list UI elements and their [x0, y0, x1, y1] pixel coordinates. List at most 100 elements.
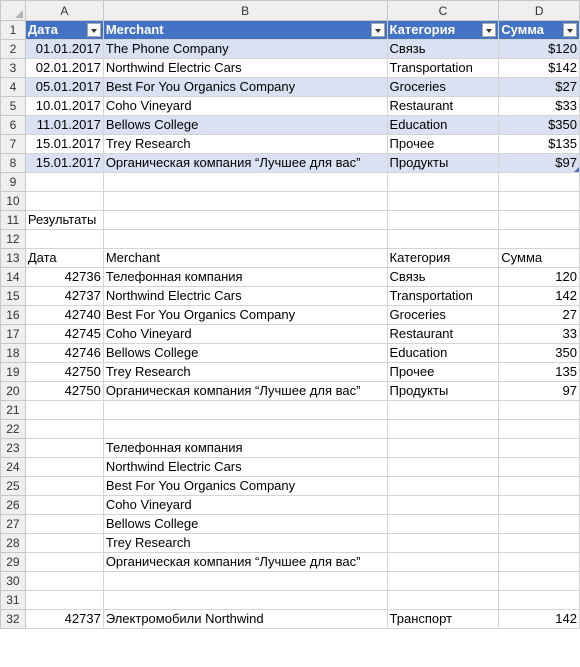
cell[interactable] — [498, 476, 580, 496]
cell[interactable] — [498, 229, 580, 249]
cell[interactable]: Education — [386, 343, 500, 363]
cell[interactable]: Groceries — [386, 77, 500, 97]
cell[interactable]: Northwind Electric Cars — [102, 457, 388, 477]
cell[interactable]: 42737 — [24, 286, 104, 306]
column-header-b[interactable]: B — [102, 0, 388, 21]
cell[interactable]: 11.01.2017 — [24, 115, 104, 135]
cell[interactable]: Транспорт — [386, 609, 500, 629]
cell[interactable] — [386, 400, 500, 420]
cell[interactable]: $27 — [498, 77, 580, 97]
cell[interactable]: 97 — [498, 381, 580, 401]
cell[interactable]: Trey Research — [102, 533, 388, 553]
cell[interactable] — [386, 514, 500, 534]
row-header[interactable]: 4 — [0, 77, 26, 97]
cell[interactable]: Прочее — [386, 362, 500, 382]
cell[interactable] — [498, 552, 580, 572]
cell[interactable]: Best For You Organics Company — [102, 305, 388, 325]
cell[interactable] — [24, 495, 104, 515]
cell[interactable]: 15.01.2017 — [24, 153, 104, 173]
row-header[interactable]: 26 — [0, 495, 26, 515]
row-header[interactable]: 32 — [0, 609, 26, 629]
row-header[interactable]: 30 — [0, 571, 26, 591]
cell[interactable] — [498, 457, 580, 477]
cell[interactable] — [102, 590, 388, 610]
row-header[interactable]: 31 — [0, 590, 26, 610]
row-header[interactable]: 16 — [0, 305, 26, 325]
cell[interactable] — [102, 210, 388, 230]
cell[interactable] — [498, 533, 580, 553]
cell[interactable]: Связь — [386, 267, 500, 287]
row-header[interactable]: 27 — [0, 514, 26, 534]
cell[interactable]: $350 — [498, 115, 580, 135]
cell[interactable] — [24, 571, 104, 591]
cell[interactable]: Bellows College — [102, 115, 388, 135]
cell[interactable] — [24, 476, 104, 496]
row-header[interactable]: 11 — [0, 210, 26, 230]
cell[interactable]: 33 — [498, 324, 580, 344]
cell[interactable] — [386, 495, 500, 515]
cell[interactable] — [386, 590, 500, 610]
cell[interactable]: Органическая компания “Лучшее для вас” — [102, 552, 388, 572]
cell[interactable] — [498, 590, 580, 610]
cell[interactable] — [386, 191, 500, 211]
filter-dropdown-icon[interactable] — [563, 23, 577, 37]
table-header-merchant[interactable]: Merchant — [102, 20, 388, 40]
cell[interactable]: Restaurant — [386, 324, 500, 344]
cell[interactable] — [498, 514, 580, 534]
cell[interactable] — [24, 590, 104, 610]
cell[interactable] — [24, 419, 104, 439]
cell[interactable]: Категория — [386, 248, 500, 268]
cell[interactable] — [386, 229, 500, 249]
cell[interactable] — [102, 571, 388, 591]
row-header[interactable]: 18 — [0, 343, 26, 363]
cell[interactable] — [498, 495, 580, 515]
cell[interactable] — [386, 457, 500, 477]
row-header[interactable]: 13 — [0, 248, 26, 268]
cell[interactable]: Продукты — [386, 153, 500, 173]
cell[interactable]: Coho Vineyard — [102, 324, 388, 344]
cell[interactable]: Education — [386, 115, 500, 135]
table-resize-handle-icon[interactable] — [574, 167, 579, 172]
table-header-category[interactable]: Категория — [386, 20, 500, 40]
cell[interactable]: $120 — [498, 39, 580, 59]
cell[interactable]: Best For You Organics Company — [102, 77, 388, 97]
cell[interactable] — [24, 438, 104, 458]
cell[interactable] — [386, 571, 500, 591]
cell[interactable]: 142 — [498, 286, 580, 306]
cell[interactable]: Продукты — [386, 381, 500, 401]
filter-dropdown-icon[interactable] — [370, 23, 385, 37]
row-header[interactable]: 12 — [0, 229, 26, 249]
table-header-date[interactable]: Дата — [24, 20, 104, 40]
cell[interactable]: Best For You Organics Company — [102, 476, 388, 496]
cell[interactable]: Trey Research — [102, 362, 388, 382]
column-header-a[interactable]: A — [24, 0, 104, 21]
cell[interactable]: Restaurant — [386, 96, 500, 116]
cell[interactable] — [498, 172, 580, 192]
cell[interactable]: Trey Research — [102, 134, 388, 154]
cell[interactable]: Органическая компания “Лучшее для вас” — [102, 153, 388, 173]
row-header[interactable]: 20 — [0, 381, 26, 401]
cell[interactable]: 02.01.2017 — [24, 58, 104, 78]
cell[interactable] — [498, 438, 580, 458]
results-label-cell[interactable]: Результаты — [24, 210, 104, 230]
cell[interactable]: Northwind Electric Cars — [102, 58, 388, 78]
cell[interactable]: Groceries — [386, 305, 500, 325]
cell[interactable]: Coho Vineyard — [102, 96, 388, 116]
cell[interactable]: 05.01.2017 — [24, 77, 104, 97]
cell[interactable]: 142 — [498, 609, 580, 629]
cell[interactable]: Дата — [24, 248, 104, 268]
cell[interactable] — [386, 438, 500, 458]
cell[interactable]: Телефонная компания — [102, 267, 388, 287]
cell[interactable]: Coho Vineyard — [102, 495, 388, 515]
cell[interactable] — [24, 229, 104, 249]
cell[interactable] — [498, 571, 580, 591]
row-header[interactable]: 2 — [0, 39, 26, 59]
cell[interactable] — [24, 172, 104, 192]
cell[interactable]: Merchant — [102, 248, 388, 268]
row-header[interactable]: 23 — [0, 438, 26, 458]
cell[interactable]: Bellows College — [102, 514, 388, 534]
cell[interactable]: 42746 — [24, 343, 104, 363]
row-header[interactable]: 22 — [0, 419, 26, 439]
row-header[interactable]: 28 — [0, 533, 26, 553]
cell[interactable]: 42736 — [24, 267, 104, 287]
